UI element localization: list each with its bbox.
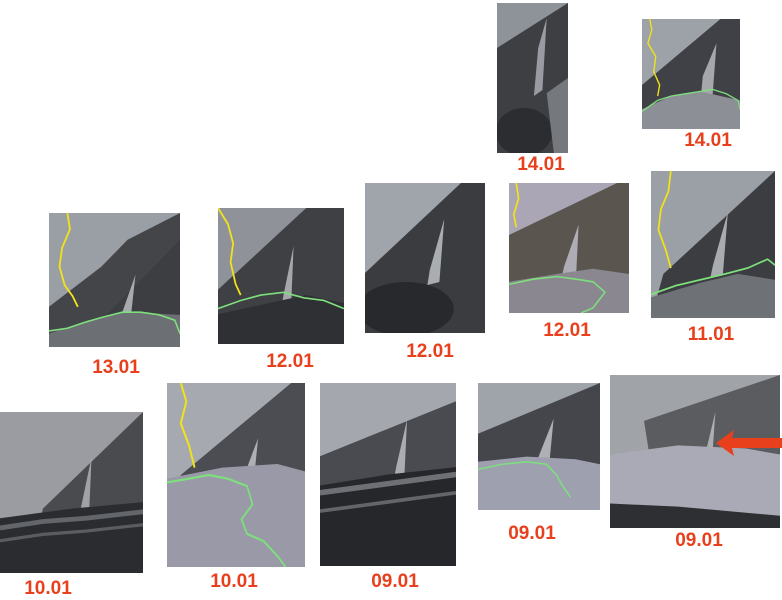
satellite-image-09-01-c <box>610 375 780 528</box>
satellite-image-14-01-a <box>497 3 568 153</box>
arrow-icon <box>716 430 782 456</box>
satellite-image-10-01-a <box>0 412 143 573</box>
date-label: 10.01 <box>24 578 72 599</box>
satellite-image-11-01 <box>651 171 775 318</box>
satellite-image-14-01-b <box>642 19 740 129</box>
date-label: 11.01 <box>687 324 735 345</box>
satellite-image-12-01-a <box>218 208 344 344</box>
satellite-image-10-01-b <box>167 383 305 567</box>
satellite-image-12-01-c <box>509 183 629 313</box>
date-label: 12.01 <box>543 320 591 341</box>
date-label: 12.01 <box>406 341 454 362</box>
date-label: 14.01 <box>517 154 565 175</box>
date-label: 10.01 <box>210 571 258 592</box>
date-label: 12.01 <box>266 351 314 372</box>
date-label: 09.01 <box>371 571 419 592</box>
date-label: 13.01 <box>92 357 140 378</box>
satellite-image-13-01 <box>49 213 180 347</box>
date-label: 09.01 <box>508 523 556 544</box>
date-label: 14.01 <box>684 130 732 151</box>
date-label: 09.01 <box>675 530 723 551</box>
satellite-image-09-01-a <box>320 383 456 566</box>
satellite-image-12-01-b <box>365 183 485 333</box>
satellite-image-09-01-b <box>478 383 600 510</box>
